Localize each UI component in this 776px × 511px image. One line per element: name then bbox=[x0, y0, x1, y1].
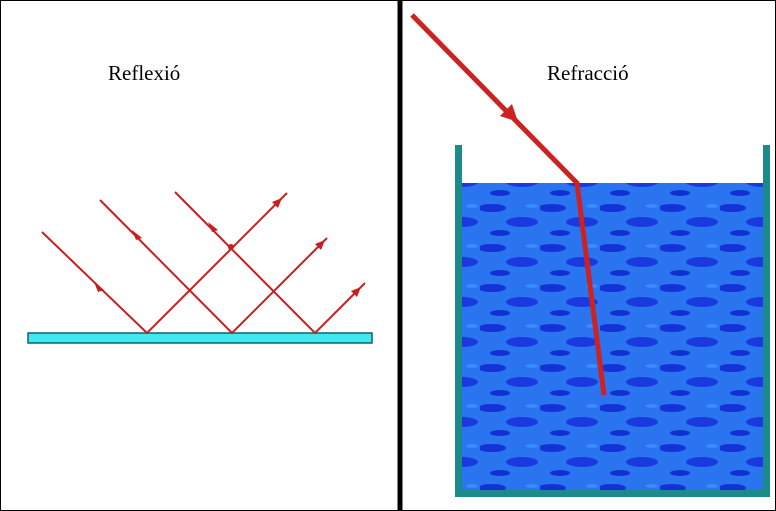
container-wall bbox=[455, 145, 462, 497]
water bbox=[462, 183, 763, 490]
page: Reflexió Refracció (() => { const data =… bbox=[0, 0, 776, 511]
diagram: Reflexió Refracció bbox=[0, 0, 776, 511]
container-wall bbox=[763, 145, 770, 497]
panel-label: Refracció bbox=[547, 61, 629, 85]
arrowhead bbox=[228, 244, 234, 250]
mirror bbox=[28, 333, 372, 343]
container-bottom bbox=[455, 490, 770, 497]
panel-label: Reflexió bbox=[108, 61, 180, 85]
